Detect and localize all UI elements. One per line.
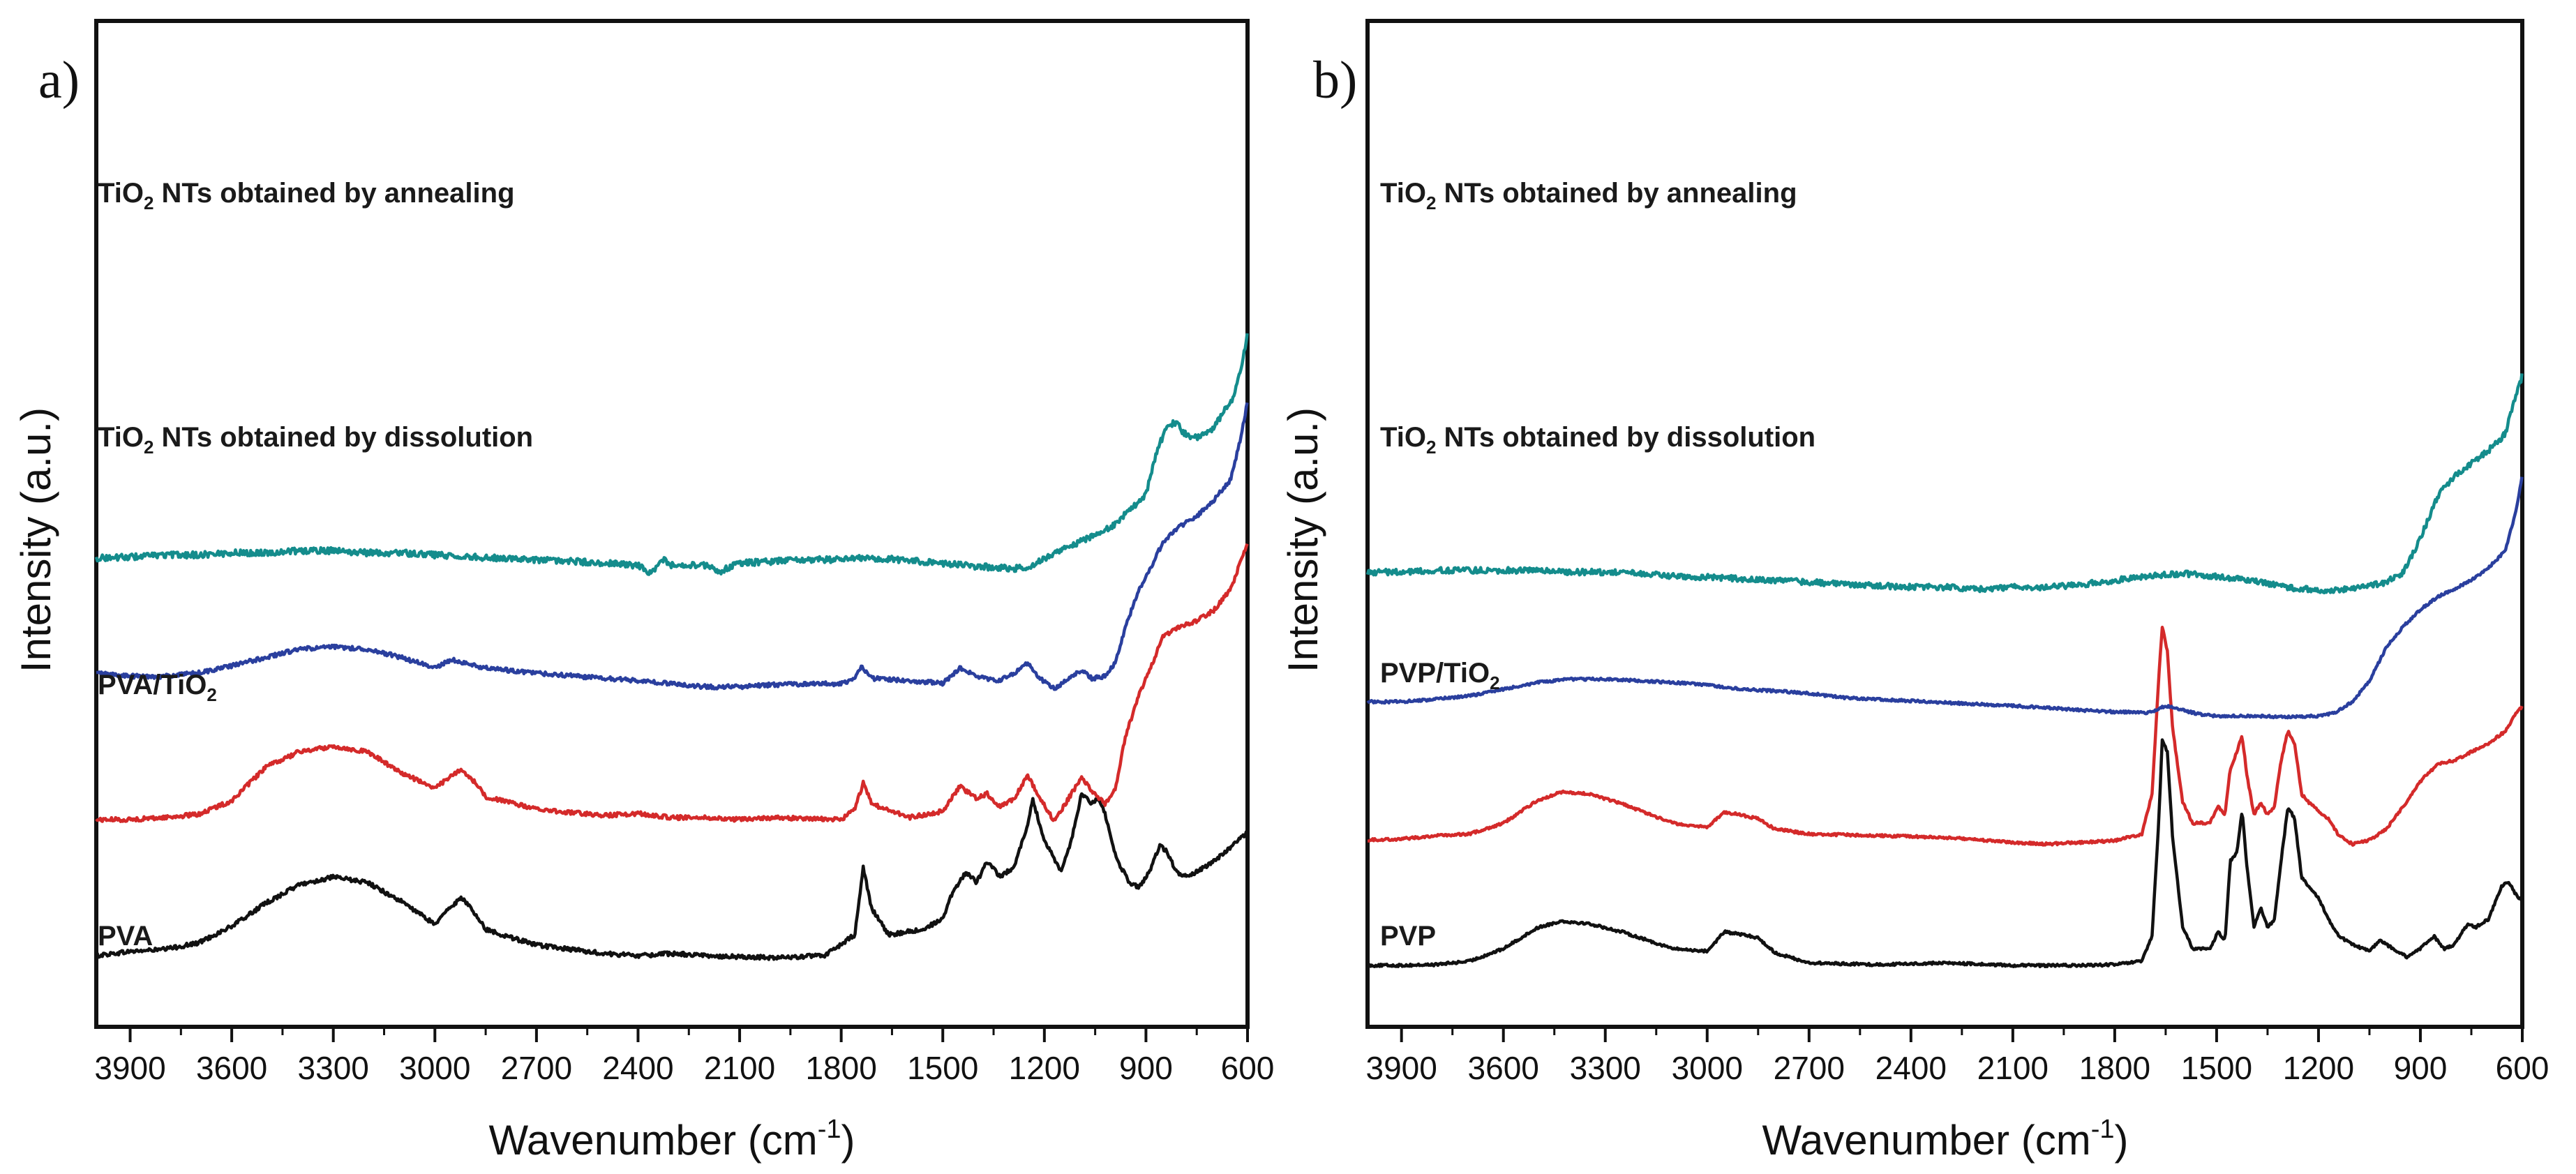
x-tick-label: 3000 xyxy=(1672,1050,1743,1086)
x-axis-title-b: Wavenumber (cm-1) xyxy=(1762,1115,2129,1164)
x-tick-label: 1500 xyxy=(907,1050,978,1086)
series-line xyxy=(94,333,1249,576)
x-axis-title-a-sup: -1 xyxy=(818,1115,841,1144)
series-line xyxy=(95,792,1249,961)
panel-a: a) Intensity (a.u.) 3900 3600 3300 3000 2700… xyxy=(13,19,1274,1164)
x-axis-title-a-main: Wavenumber (cm xyxy=(489,1117,818,1164)
series-label-subscript: 2 xyxy=(144,437,153,458)
series-label-rest: NTs obtained by dissolution xyxy=(153,422,533,453)
series-label-main: TiO xyxy=(1380,178,1426,209)
x-axis-title-b-end: ) xyxy=(2115,1117,2129,1164)
series-label-rest: NTs obtained by annealing xyxy=(153,178,514,209)
series-line xyxy=(1365,373,2524,595)
x-tick-label: 2100 xyxy=(1977,1050,2049,1086)
series-group-a xyxy=(94,333,1249,961)
series-label: PVA xyxy=(98,921,153,951)
x-tick-label: 1200 xyxy=(2283,1050,2354,1086)
series-label: PVA/TiO2 xyxy=(98,670,217,705)
series-label-main: PVP/TiO xyxy=(1380,658,1490,688)
series-line xyxy=(95,543,1249,823)
series-line xyxy=(1367,626,2524,847)
x-tick-label: 1800 xyxy=(2079,1050,2150,1086)
x-axis-title-a-end: ) xyxy=(841,1117,855,1164)
x-tick-label: 2700 xyxy=(501,1050,572,1086)
x-tick-label: 1800 xyxy=(805,1050,876,1086)
series-label-main: TiO xyxy=(98,422,144,453)
x-tick-label: 1200 xyxy=(1009,1050,1080,1086)
plot-frame-b xyxy=(1365,19,2524,1029)
x-axis-a: 3900 3600 3300 3000 2700 2400 2100 1800 1500 1200… xyxy=(94,1027,1274,1086)
x-tick-label: 3600 xyxy=(1468,1050,1539,1086)
x-axis-title-b-main: Wavenumber (cm xyxy=(1762,1117,2091,1164)
series-label-rest: NTs obtained by annealing xyxy=(1436,178,1797,209)
series-label: TiO2 NTs obtained by annealing xyxy=(1380,178,1797,213)
series-label: TiO2 NTs obtained by annealing xyxy=(98,178,515,213)
series-label-subscript: 2 xyxy=(144,193,153,213)
x-tick-label: 900 xyxy=(1119,1050,1173,1086)
x-tick-label: 3000 xyxy=(399,1050,470,1086)
series-line xyxy=(1366,476,2524,720)
x-axis-title-a: Wavenumber (cm-1) xyxy=(489,1115,855,1164)
series-line xyxy=(1366,738,2524,969)
series-label: TiO2 NTs obtained by dissolution xyxy=(1380,422,1815,458)
series-label-subscript: 2 xyxy=(1490,672,1499,693)
series-line xyxy=(96,402,1249,691)
series-label: TiO2 NTs obtained by dissolution xyxy=(98,422,533,458)
x-axis-title-b-sup: -1 xyxy=(2091,1115,2115,1144)
x-tick-label: 600 xyxy=(1221,1050,1275,1086)
x-tick-label: 600 xyxy=(2496,1050,2549,1086)
x-tick-label: 1500 xyxy=(2181,1050,2252,1086)
x-tick-label: 3900 xyxy=(94,1050,165,1086)
x-tick-label: 2100 xyxy=(704,1050,775,1086)
plot-frame-a xyxy=(94,19,1250,1029)
x-tick-label: 3300 xyxy=(1570,1050,1641,1086)
series-label-main: TiO xyxy=(98,178,144,209)
series-label-rest: NTs obtained by dissolution xyxy=(1436,422,1815,453)
y-axis-title-a: Intensity (a.u.) xyxy=(13,407,59,672)
panel-label-b: b) xyxy=(1313,51,1357,110)
x-tick-label: 3300 xyxy=(298,1050,369,1086)
x-tick-label: 900 xyxy=(2394,1050,2448,1086)
series-label-subscript: 2 xyxy=(1426,437,1436,458)
x-tick-label: 2400 xyxy=(602,1050,673,1086)
series-label-main: PVP xyxy=(1380,921,1436,951)
y-axis-title-b: Intensity (a.u.) xyxy=(1280,407,1326,672)
panel-label-a: a) xyxy=(38,51,80,110)
series-label-main: PVA xyxy=(98,921,153,951)
x-axis-b: 3900 3600 3300 3000 2700 2400 2100 1800 1500 1200… xyxy=(1366,1027,2549,1086)
series-group-b xyxy=(1365,373,2524,969)
series-label: PVP xyxy=(1380,921,1436,951)
series-label-main: TiO xyxy=(1380,422,1426,453)
series-label: PVP/TiO2 xyxy=(1380,658,1500,693)
x-tick-label: 3600 xyxy=(196,1050,267,1086)
series-label-subscript: 2 xyxy=(207,684,216,705)
x-tick-label: 2700 xyxy=(1774,1050,1845,1086)
series-label-subscript: 2 xyxy=(1426,193,1436,213)
series-label-main: PVA/TiO xyxy=(98,670,207,700)
x-tick-label: 2400 xyxy=(1875,1050,1947,1086)
panel-b: b) Intensity (a.u.) 3900 3600 3300 3000 2700… xyxy=(1280,19,2549,1164)
x-tick-label: 3900 xyxy=(1366,1050,1437,1086)
